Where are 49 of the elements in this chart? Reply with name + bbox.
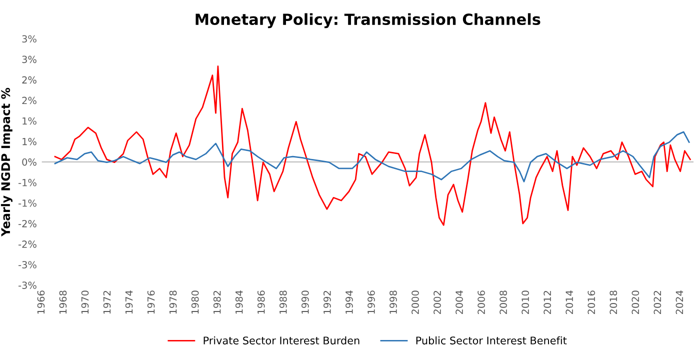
chart-title: Monetary Policy: Transmission Channels bbox=[196, 13, 540, 28]
y-tick-label: 1% bbox=[22, 117, 36, 125]
x-tick-label: 1966 bbox=[37, 290, 45, 314]
y-tick-label: 1% bbox=[22, 138, 36, 146]
x-tick-label: 2000 bbox=[412, 290, 419, 314]
legend-label: Public Sector Interest Benefit bbox=[416, 336, 567, 344]
x-tick-label: 2020 bbox=[632, 290, 640, 314]
y-tick-label: -2% bbox=[18, 220, 36, 228]
x-tick-label: 1970 bbox=[81, 290, 89, 314]
x-tick-label: 1994 bbox=[346, 290, 353, 314]
x-tick-label: 1976 bbox=[147, 290, 155, 314]
y-tick-label: 2% bbox=[22, 96, 36, 104]
x-tick-label: 2008 bbox=[500, 290, 507, 314]
y-axis-title: Yearly NGDP Impact % bbox=[0, 88, 12, 237]
x-tick-label: 2002 bbox=[434, 290, 441, 314]
x-tick-label: 1984 bbox=[235, 290, 243, 314]
x-tick-label: 1972 bbox=[103, 290, 111, 314]
x-tick-label: 1996 bbox=[368, 290, 375, 314]
x-tick-label: 1998 bbox=[390, 290, 397, 314]
x-tick-label: 1978 bbox=[169, 290, 177, 314]
y-tick-label: 3% bbox=[22, 35, 36, 43]
x-tick-label: 2014 bbox=[566, 290, 574, 314]
x-tick-label: 1990 bbox=[301, 290, 309, 314]
x-tick-label: 2016 bbox=[588, 290, 596, 314]
y-tick-label: -3% bbox=[18, 261, 36, 268]
x-tick-label: 2022 bbox=[654, 290, 662, 314]
x-tick-label: 2006 bbox=[478, 290, 485, 314]
y-tick-label: -2% bbox=[18, 240, 36, 248]
line-series bbox=[54, 66, 691, 226]
x-tick-label: 1992 bbox=[324, 290, 331, 314]
y-tick-label: -3% bbox=[18, 282, 36, 289]
y-tick-label: 0% bbox=[22, 158, 36, 166]
line-series bbox=[54, 131, 690, 182]
y-tick-label: 3% bbox=[22, 56, 36, 64]
y-tick-label: -1% bbox=[18, 178, 36, 186]
x-tick-label: 1974 bbox=[125, 290, 133, 314]
x-tick-label: 1980 bbox=[191, 290, 199, 314]
x-tick-label: 2010 bbox=[522, 290, 530, 314]
x-tick-label: 1988 bbox=[279, 290, 287, 314]
x-tick-label: 2024 bbox=[676, 290, 684, 314]
x-tick-label: 2004 bbox=[456, 290, 463, 314]
legend-label: Private Sector Interest Burden bbox=[204, 336, 360, 344]
x-tick-label: 1968 bbox=[59, 290, 67, 314]
x-tick-label: 2012 bbox=[544, 290, 552, 314]
x-tick-label: 2018 bbox=[610, 290, 618, 314]
x-tick-label: 1986 bbox=[257, 290, 265, 314]
x-tick-label: 1982 bbox=[213, 290, 221, 314]
y-tick-label: -1% bbox=[18, 199, 36, 207]
y-tick-label: 2% bbox=[22, 76, 36, 84]
